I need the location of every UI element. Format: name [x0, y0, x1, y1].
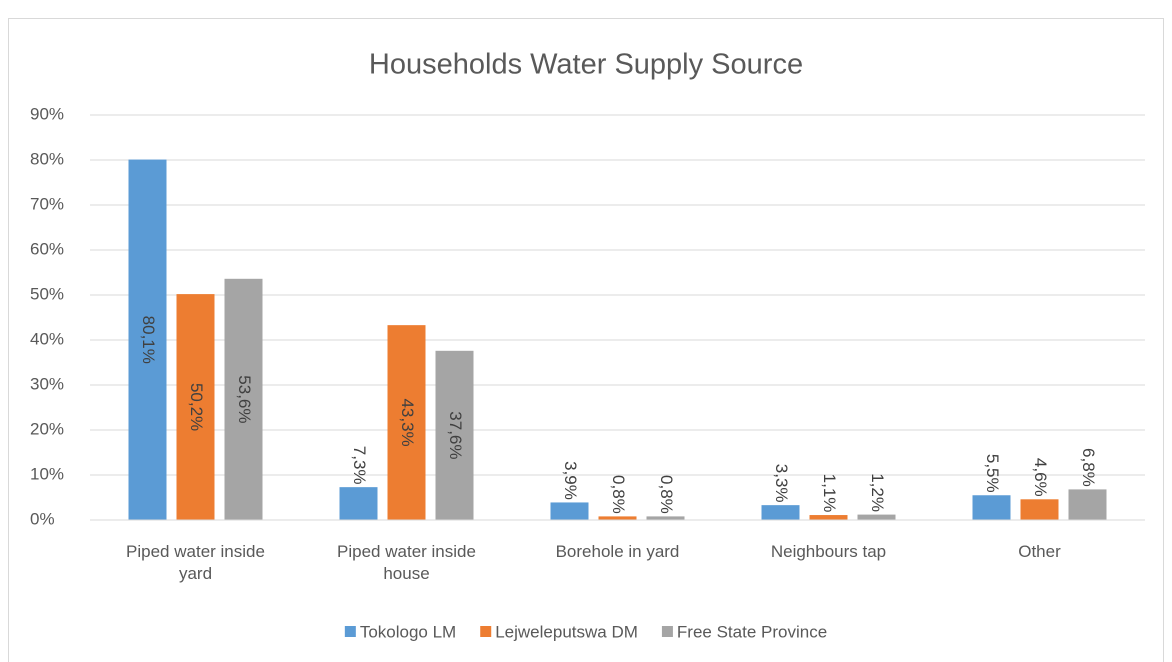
bar [1020, 499, 1059, 520]
y-tick-label: 90% [30, 104, 64, 123]
value-label: 7,3% [350, 446, 369, 485]
y-tick-label: 30% [30, 374, 64, 393]
value-label: 50,2% [187, 383, 206, 431]
x-tick-label: Borehole in yard [555, 542, 680, 561]
x-tick-label: Piped water inside house [337, 542, 476, 583]
legend-swatch [661, 626, 673, 637]
value-label: 6,8% [1079, 448, 1098, 487]
bar [435, 350, 474, 520]
bar [972, 495, 1011, 520]
bar [809, 515, 848, 520]
bar [339, 487, 378, 520]
legend-label: Lejweleputswa DM [495, 622, 638, 641]
legend-swatch [480, 626, 492, 637]
chart-title: Households Water Supply Source [369, 49, 803, 81]
value-label: 3,9% [561, 461, 580, 500]
bar [128, 159, 167, 521]
bar [857, 514, 896, 520]
y-tick-label: 10% [30, 464, 64, 483]
y-tick-label: 40% [30, 329, 64, 348]
x-tick-label: Other [1018, 542, 1061, 561]
y-tick-label: 60% [30, 239, 64, 258]
y-tick-label: 20% [30, 419, 64, 438]
value-label: 1,1% [820, 474, 839, 513]
legend-label: Free State Province [677, 622, 827, 641]
bar [598, 516, 637, 520]
y-tick-label: 0% [30, 509, 55, 528]
bar [550, 502, 589, 520]
value-label: 53,6% [235, 375, 254, 423]
bar [387, 325, 426, 520]
value-label: 5,5% [983, 454, 1002, 493]
bar [761, 505, 800, 520]
y-tick-label: 70% [30, 194, 64, 213]
value-label: 3,3% [772, 464, 791, 503]
bar [176, 294, 215, 520]
y-tick-label: 50% [30, 284, 64, 303]
value-label: 0,8% [609, 475, 628, 514]
value-label: 80,1% [139, 316, 158, 364]
value-label: 43,3% [398, 398, 417, 446]
bar [646, 516, 685, 520]
bar [224, 278, 263, 520]
value-label: 37,6% [446, 411, 465, 459]
value-label: 1,2% [868, 473, 887, 512]
value-label: 4,6% [1031, 458, 1050, 497]
bar [1068, 489, 1107, 520]
x-tick-label: Piped water inside yard [126, 542, 265, 583]
legend-label: Tokologo LM [360, 622, 456, 641]
x-tick-label: Neighbours tap [770, 542, 887, 561]
value-label: 0,8% [657, 475, 676, 514]
legend-swatch [344, 626, 356, 637]
y-tick-label: 80% [30, 149, 64, 168]
